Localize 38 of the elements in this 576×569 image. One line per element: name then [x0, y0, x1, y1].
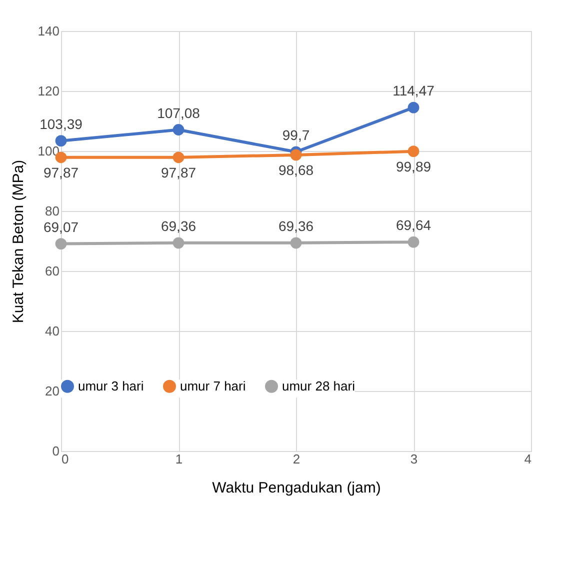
y-tick-label: 20 [45, 384, 60, 398]
legend-label: umur 7 hari [180, 378, 246, 394]
y-tick-label: 120 [38, 84, 60, 98]
legend-label: umur 28 hari [282, 378, 356, 394]
data-label: 97,87 [43, 164, 79, 180]
point [408, 146, 420, 158]
point [55, 135, 67, 147]
point [290, 149, 302, 161]
y-tick-label: 40 [45, 324, 60, 338]
y-tick-label: 60 [45, 264, 60, 278]
point [408, 102, 420, 114]
data-label: 69,07 [43, 218, 79, 235]
x-tick-label: 4 [524, 452, 532, 466]
point [172, 237, 184, 249]
data-label: 69,36 [278, 218, 314, 234]
data-label: 103,39 [40, 116, 83, 132]
data-label: 114,47 [392, 82, 435, 99]
y-axis-title: Kuat Tekan Beton (MPa) [10, 160, 27, 324]
data-label: 97,87 [160, 164, 196, 180]
x-tick-label: 0 [62, 452, 69, 466]
point [172, 152, 184, 164]
x-tick-label: 2 [292, 452, 300, 466]
data-label: 99,7 [282, 126, 310, 143]
data-label: 69,36 [160, 218, 196, 234]
point [55, 238, 67, 250]
point [290, 237, 302, 249]
data-label: 107,08 [157, 104, 200, 121]
y-tick-label: 140 [38, 24, 60, 38]
x-tick-label: 3 [410, 452, 418, 466]
data-label: 98,68 [278, 162, 314, 178]
x-tick-label: 1 [175, 452, 183, 466]
point [408, 236, 420, 248]
data-label: 69,64 [396, 217, 432, 234]
x-axis-title: Waktu Pengadukan (jam) [212, 480, 381, 496]
data-label: 99,89 [396, 158, 432, 174]
y-tick-label: 80 [45, 204, 60, 218]
point [172, 124, 184, 136]
legend-label: umur 3 hari [78, 378, 144, 394]
